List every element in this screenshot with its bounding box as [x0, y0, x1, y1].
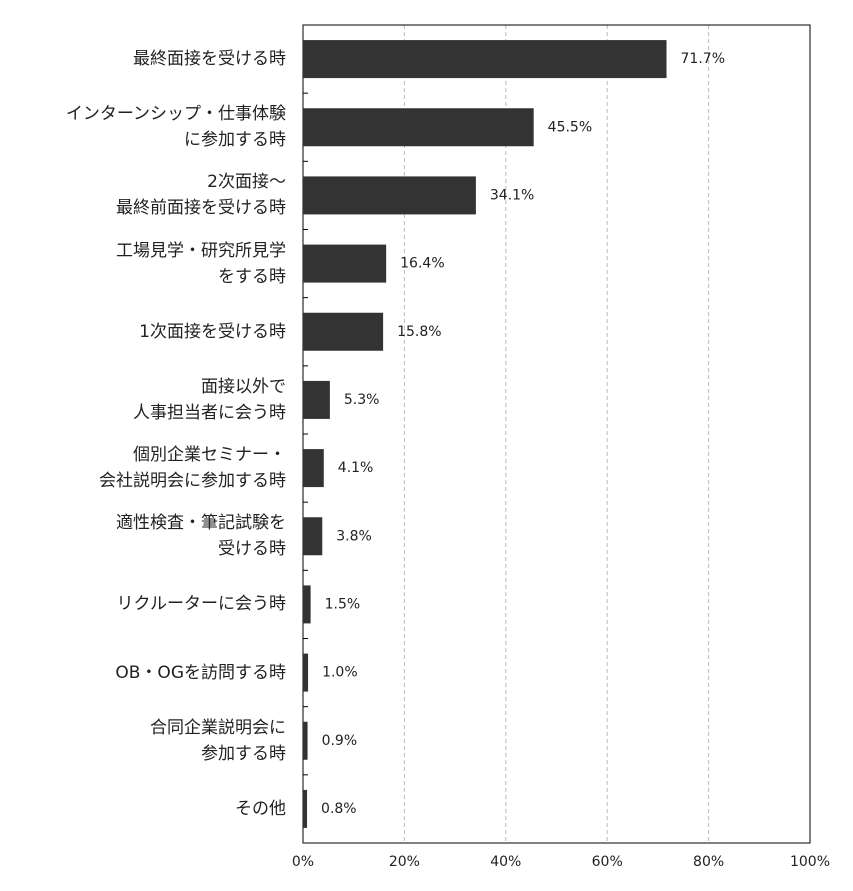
bar	[303, 789, 308, 828]
value-label: 15.8%	[397, 324, 441, 340]
value-label: 71.7%	[681, 51, 725, 67]
category-label: 最終面接を受ける時	[133, 49, 286, 70]
bar	[303, 312, 384, 351]
bar	[303, 517, 323, 556]
x-tick-label: 100%	[790, 854, 830, 870]
x-tick-label: 80%	[693, 854, 724, 870]
value-label: 5.3%	[344, 392, 380, 408]
x-tick-label: 60%	[592, 854, 623, 870]
value-label: 0.9%	[322, 733, 358, 749]
x-tick-label: 0%	[292, 854, 314, 870]
category-label: インターンシップ・仕事体験 に参加する時	[65, 104, 286, 151]
bar	[303, 585, 311, 624]
value-label: 3.8%	[336, 528, 372, 544]
category-label: 面接以外で 人事担当者に会う時	[133, 376, 286, 423]
category-label: 適性検査・筆記試験を 受ける時	[116, 513, 286, 560]
value-label: 1.0%	[322, 665, 358, 681]
category-label: 1次面接を受ける時	[139, 321, 286, 342]
x-tick-label: 20%	[389, 854, 420, 870]
value-label: 45.5%	[548, 119, 592, 135]
value-label: 1.5%	[325, 596, 361, 612]
bar	[303, 721, 308, 760]
category-label: 工場見学・研究所見学 をする時	[116, 240, 286, 287]
bar	[303, 380, 330, 419]
value-label: 0.8%	[321, 801, 357, 817]
x-tick-label: 40%	[490, 854, 521, 870]
bar	[303, 176, 476, 215]
category-label: リクルーターに会う時	[116, 594, 287, 615]
bar	[303, 244, 387, 283]
bar	[303, 40, 667, 79]
value-label: 34.1%	[490, 187, 534, 203]
plot-frame	[302, 24, 811, 844]
category-label: 合同企業説明会に 参加する時	[150, 717, 286, 764]
category-label: 個別企業セミナー・ 会社説明会に参加する時	[99, 445, 286, 492]
value-label: 16.4%	[400, 256, 444, 272]
category-label: その他	[235, 798, 286, 819]
bar	[303, 108, 534, 147]
category-label: OB・OGを訪問する時	[115, 662, 286, 683]
value-label: 4.1%	[338, 460, 374, 476]
bar	[303, 653, 309, 692]
category-label: 2次面接～ 最終前面接を受ける時	[116, 172, 286, 219]
bar	[303, 449, 324, 488]
